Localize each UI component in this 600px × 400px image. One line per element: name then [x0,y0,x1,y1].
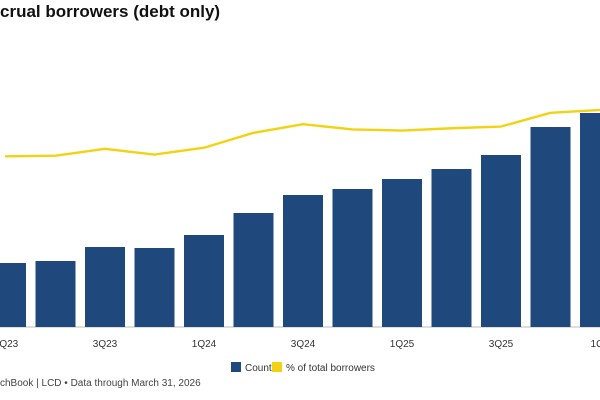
bar-count-9 [431,169,472,327]
x-axis-ticks: 2Q23 3Q23 1Q24 3Q24 1Q25 3Q25 1Q2 [0,339,600,350]
x-tick-label-12: 1Q2 [591,339,600,350]
bar-count-10 [481,155,521,327]
x-tick-label-8: 1Q25 [390,339,415,350]
bar-series-count [0,113,600,327]
bar-count-11 [530,127,571,327]
legend-swatch-pct [272,362,282,372]
bar-count-7 [332,189,373,327]
bar-count-1 [35,261,76,327]
x-tick-label-2: 3Q23 [93,339,118,350]
bar-count-4 [184,235,224,327]
bar-count-6 [283,195,323,327]
legend-label-count: Count [245,363,272,374]
bar-count-3 [134,248,175,327]
bar-count-0 [0,263,26,327]
legend: Count % of total borrowers [231,362,375,374]
legend-label-pct: % of total borrowers [286,363,375,374]
bar-count-5 [233,213,274,327]
x-tick-label-4: 1Q24 [192,339,217,350]
line-series-pct-of-total [4,108,600,158]
bar-count-8 [382,179,422,327]
x-tick-label-10: 3Q25 [489,339,514,350]
x-tick-label-0: 2Q23 [0,339,19,350]
legend-swatch-count [231,362,241,372]
chart-title: crual borrowers (debt only) [0,2,221,21]
bar-count-12 [580,113,600,327]
source-note: chBook | LCD • Data through March 31, 20… [0,378,201,389]
bar-count-2 [85,247,125,327]
x-tick-label-6: 3Q24 [291,339,316,350]
